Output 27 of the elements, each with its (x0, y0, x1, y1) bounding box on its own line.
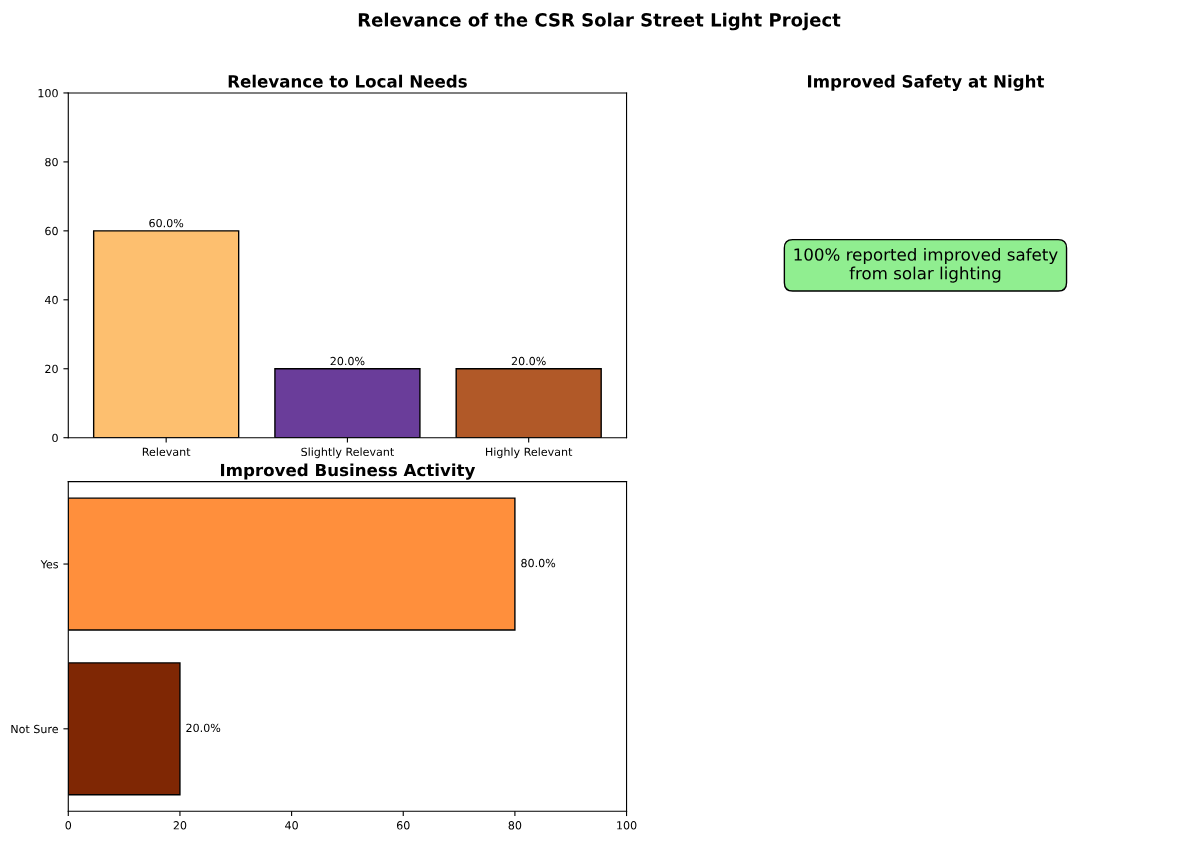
x-tick-label: Relevant (142, 447, 191, 457)
y-tick-label: Not Sure (11, 724, 58, 734)
y-tick-label: 100 (38, 88, 58, 98)
text: Improved Safety at Night (808, 74, 1045, 91)
y-tick-label: 60 (45, 226, 58, 236)
x-tick-label: 80 (508, 821, 522, 830)
chart-title: Improved Business Activity (220, 463, 476, 480)
data-label: 20.0% (330, 356, 365, 366)
x-tick-label: Slightly Relevant (301, 447, 394, 459)
x-tick-label: 20 (173, 821, 187, 830)
x-tick-label: 0 (65, 821, 72, 830)
y-tick-label: 20 (45, 364, 58, 374)
y-tick-label: Yes (40, 560, 59, 569)
data-label: 80.0% (521, 558, 556, 568)
y-tick-label: 0 (52, 433, 58, 443)
x-tick-label: 60 (396, 821, 410, 830)
text: Relevance of the CSR Solar Street Light Project (358, 12, 841, 31)
data-label: 20.0% (511, 356, 546, 366)
chart-title: Relevance to Local Needs (228, 74, 467, 88)
x-tick-label: Highly Relevant (486, 447, 573, 459)
x-tick-label: 100 (617, 821, 637, 830)
y-tick-label: 40 (44, 295, 58, 305)
text: 100% reported improved safety from solar lighting (794, 247, 1058, 283)
data-label: 60.0% (149, 218, 184, 228)
data-label: 20.0% (186, 723, 221, 733)
x-tick-label: 40 (285, 821, 298, 830)
y-tick-label: 80 (45, 157, 58, 167)
